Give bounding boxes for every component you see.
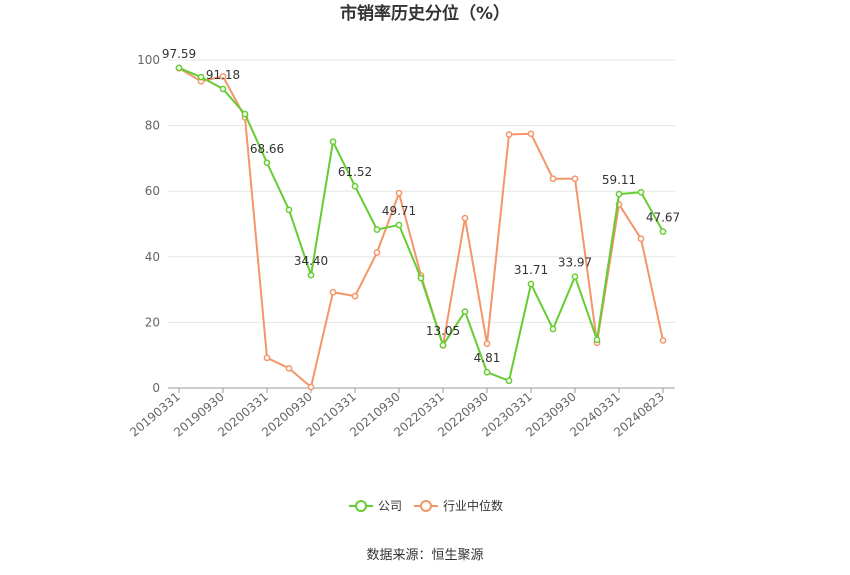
data-point bbox=[571, 273, 579, 280]
data-point bbox=[307, 383, 315, 391]
data-label: 91.18 bbox=[206, 68, 240, 82]
legend[interactable]: 公司 行业中位数 bbox=[349, 498, 503, 513]
data-point bbox=[439, 341, 447, 349]
data-point bbox=[285, 206, 293, 214]
data-point bbox=[549, 325, 557, 333]
series-0 bbox=[175, 64, 667, 385]
series-line bbox=[178, 66, 664, 382]
series-1 bbox=[175, 64, 667, 391]
data-point bbox=[483, 368, 491, 376]
data-label: 31.71 bbox=[514, 263, 548, 277]
data-point bbox=[571, 175, 579, 183]
data-point bbox=[395, 189, 403, 197]
legend-item-0[interactable]: 公司 bbox=[349, 499, 402, 513]
y-axis: 0 20 40 60 80 100 bbox=[137, 53, 160, 395]
data-point bbox=[417, 274, 425, 282]
data-label: 68.66 bbox=[250, 142, 284, 156]
legend-marker bbox=[355, 500, 367, 512]
data-label: 61.52 bbox=[338, 165, 372, 179]
legend-marker bbox=[420, 500, 432, 512]
data-point bbox=[505, 377, 513, 385]
data-point bbox=[549, 175, 557, 183]
data-label: 4.81 bbox=[474, 351, 501, 365]
data-point bbox=[395, 221, 403, 229]
data-point bbox=[263, 354, 271, 362]
x-axis: 2019033120190930202003312020093020210331… bbox=[127, 387, 675, 440]
data-point bbox=[219, 85, 227, 93]
data-point bbox=[659, 228, 667, 235]
data-label: 13.05 bbox=[426, 324, 460, 338]
series-layer bbox=[175, 64, 667, 391]
y-tick-label: 0 bbox=[152, 381, 160, 395]
y-tick-label: 20 bbox=[145, 315, 160, 329]
data-point bbox=[527, 280, 535, 288]
y-tick-label: 100 bbox=[137, 53, 160, 67]
data-point bbox=[219, 73, 227, 80]
data-point bbox=[351, 292, 359, 300]
series-line bbox=[178, 67, 664, 389]
data-point bbox=[197, 73, 205, 81]
data-label: 34.40 bbox=[294, 254, 328, 268]
data-point bbox=[637, 235, 645, 243]
data-point bbox=[659, 337, 667, 344]
data-label: 59.11 bbox=[602, 173, 636, 187]
data-point bbox=[615, 190, 623, 198]
data-source: 数据来源：恒生聚源 bbox=[366, 548, 483, 563]
data-point bbox=[505, 131, 513, 138]
data-point bbox=[351, 182, 359, 190]
data-point bbox=[373, 249, 381, 256]
data-label: 49.71 bbox=[382, 204, 416, 218]
data-label: 97.59 bbox=[162, 47, 196, 61]
y-tick-label: 80 bbox=[145, 119, 160, 133]
legend-label: 行业中位数 bbox=[443, 498, 503, 513]
grid-lines bbox=[168, 59, 675, 323]
data-point bbox=[527, 130, 535, 138]
data-point bbox=[637, 188, 645, 196]
data-label: 33.97 bbox=[558, 256, 592, 270]
legend-label: 公司 bbox=[378, 499, 402, 513]
y-tick-label: 60 bbox=[145, 184, 160, 198]
y-tick-label: 40 bbox=[145, 250, 160, 264]
chart-title: 市销率历史分位（%） bbox=[340, 3, 510, 24]
data-point bbox=[263, 159, 271, 167]
data-labels: 97.59 91.18 68.66 34.40 61.52 49.71 13.05 4.81 3… bbox=[162, 47, 680, 365]
data-point bbox=[461, 308, 469, 315]
data-point bbox=[175, 64, 183, 72]
data-point bbox=[483, 340, 491, 348]
data-label: 47.67 bbox=[646, 211, 680, 225]
data-point bbox=[307, 271, 315, 279]
legend-item-1[interactable]: 行业中位数 bbox=[414, 498, 503, 513]
data-point bbox=[329, 288, 337, 296]
data-point bbox=[329, 138, 337, 146]
data-point bbox=[241, 110, 249, 118]
data-point bbox=[373, 226, 381, 233]
data-point bbox=[593, 336, 601, 344]
data-point bbox=[461, 214, 469, 222]
data-point bbox=[285, 364, 293, 372]
